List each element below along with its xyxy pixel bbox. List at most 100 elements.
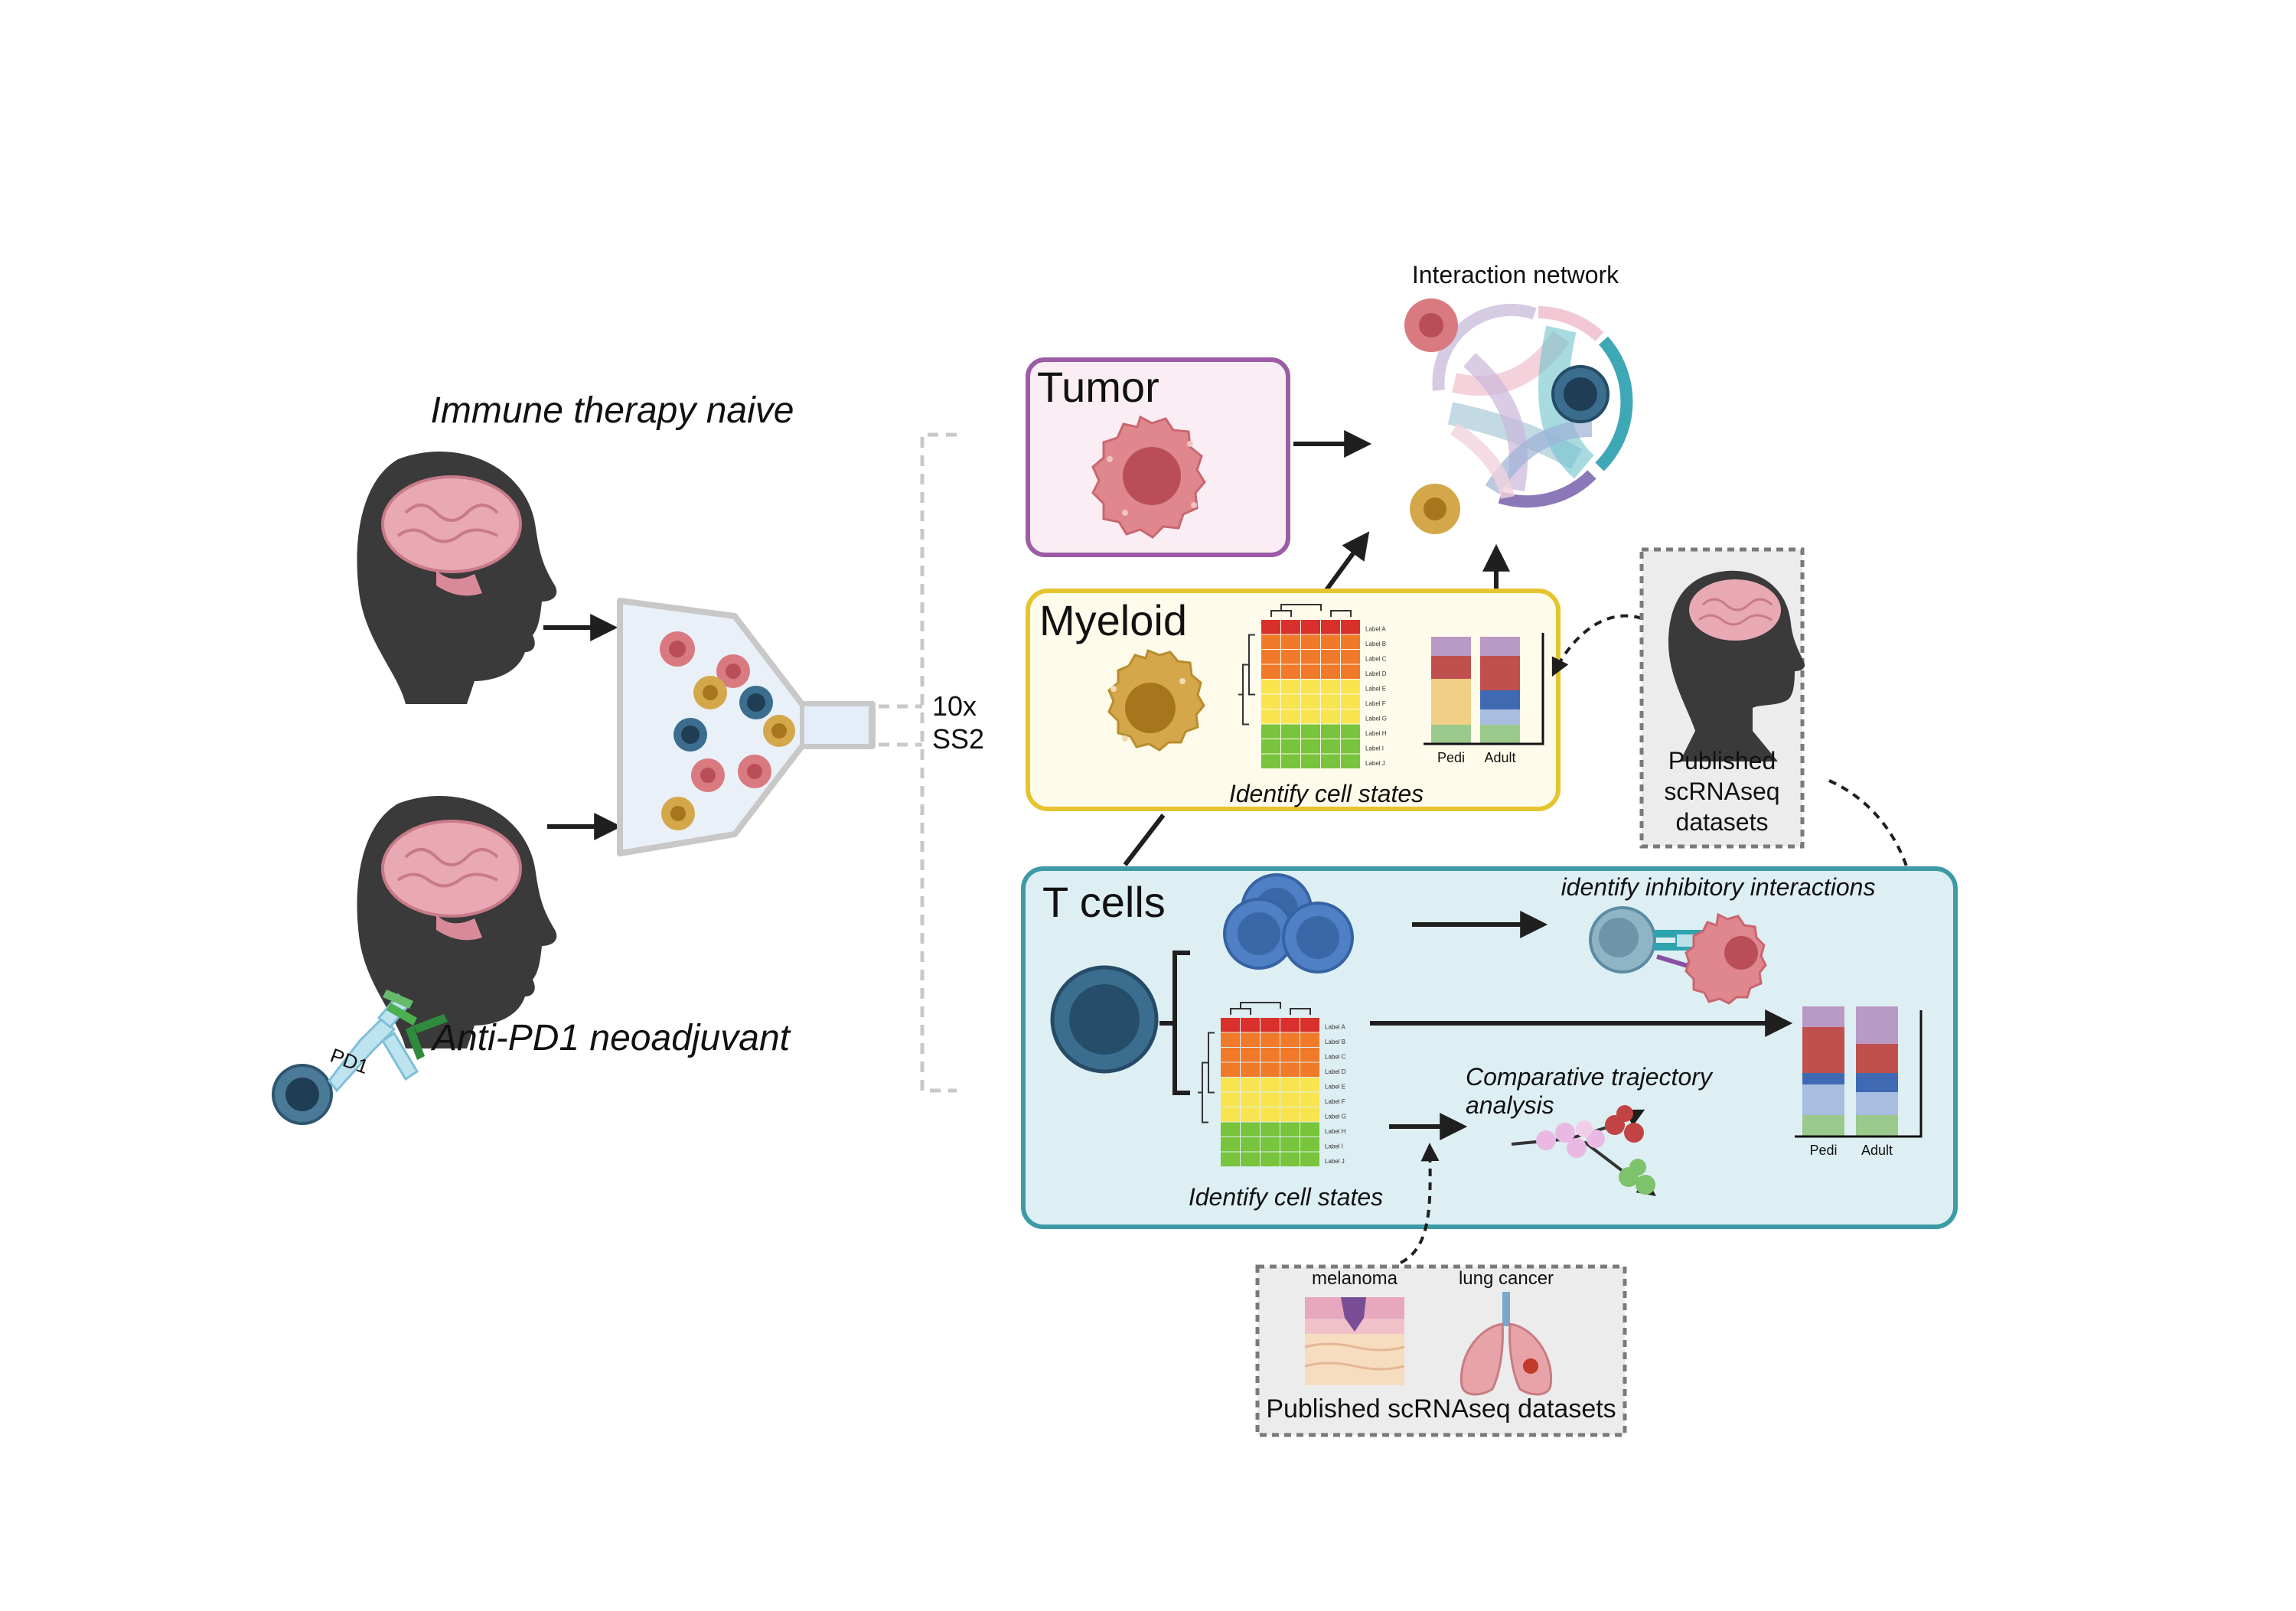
myeloid-title: Myeloid [1039, 596, 1187, 644]
stacked-bar-segment [1480, 709, 1520, 725]
stacked-bar-segment [1431, 656, 1471, 679]
heatmap-cell [1321, 754, 1340, 768]
heatmap-cell [1300, 1032, 1319, 1047]
heatmap-cell [1280, 1018, 1300, 1032]
stacked-bar-segment [1480, 637, 1520, 656]
heatmap-cell [1221, 1032, 1240, 1047]
heatmap-cell [1261, 1152, 1280, 1166]
heatmap-cell [1341, 739, 1360, 754]
dendrogram [1270, 604, 1352, 617]
tumor-title: Tumor [1037, 363, 1159, 411]
stacked-bar-segment [1856, 1073, 1898, 1092]
heatmap-cell [1280, 1092, 1300, 1107]
stacked-bar-segment [1480, 690, 1520, 709]
heatmap-cell [1321, 664, 1340, 679]
published-right-line3: datasets [1676, 808, 1769, 836]
tcell-heatmap: Label A Label B Label C Label D Label E Label… [1198, 1002, 1346, 1166]
heatmap-cell [1241, 1107, 1260, 1122]
dashed-arrow-published-to-myeloid [1551, 614, 1642, 677]
heatmap-row-label: Label A [1325, 1024, 1345, 1031]
heatmap-cell [1300, 1078, 1319, 1092]
inhibitory-interaction-icon [1589, 906, 1767, 1005]
stacked-bar-segment [1856, 1092, 1898, 1115]
heatmap-cell [1280, 1137, 1300, 1152]
heatmap-row-label: Label D [1325, 1068, 1346, 1075]
heatmap-cell [1241, 1048, 1260, 1062]
dendrogram [1198, 1032, 1215, 1123]
arrow-tcell-to-network [1322, 531, 1370, 595]
heatmap-cell [1301, 709, 1320, 724]
heatmap-cell [1300, 1048, 1319, 1062]
heatmap-cell [1221, 1078, 1240, 1092]
tcell-clone-cluster-icon [1223, 873, 1354, 973]
heatmap-row-label: Label E [1365, 686, 1386, 693]
connector-tcell-myeloid [1123, 814, 1166, 866]
heatmap-cell [1241, 1137, 1260, 1152]
melanoma-skin-icon [1304, 1297, 1405, 1385]
heatmap-cell [1280, 1122, 1300, 1137]
trajectory-line1: Comparative trajectory [1466, 1063, 1714, 1091]
heatmap-cell [1281, 634, 1300, 649]
network-tumor-cell-icon [1404, 298, 1458, 352]
heatmap-row-label: Label A [1365, 626, 1386, 633]
heatmap-cell [1300, 1018, 1319, 1032]
heatmap-cell [1321, 694, 1340, 709]
stacked-bar-segment [1431, 679, 1471, 725]
heatmap-cell [1301, 664, 1320, 679]
heatmap-cell [1281, 664, 1300, 679]
naive-label: Immune therapy naive [431, 390, 794, 431]
child-head-antipd1-icon [357, 796, 557, 1048]
heatmap-row-label: Label C [1365, 656, 1387, 663]
heatmap-cell [1261, 1137, 1280, 1152]
seq-label-10x: 10x [932, 690, 977, 722]
stacked-bar-segment [1802, 1073, 1844, 1084]
heatmap-cell [1281, 754, 1300, 768]
heatmap-row-label: Label D [1365, 670, 1387, 677]
heatmap-cell [1300, 1092, 1319, 1107]
heatmap-cell [1301, 634, 1320, 649]
heatmap-cell [1341, 754, 1360, 768]
heatmap-row-label: Label I [1365, 745, 1384, 752]
heatmap-cell [1341, 620, 1360, 634]
antipd1-label: Anti-PD1 neoadjuvant [430, 1018, 791, 1058]
heatmap-cell [1341, 634, 1360, 649]
heatmap-cell [1261, 709, 1280, 724]
heatmap-cell [1301, 739, 1320, 754]
heatmap-cell [1281, 650, 1300, 664]
myeloid-heatmap: Label A Label B Label C Label D Label E Label… [1238, 604, 1387, 768]
heatmap-cell [1221, 1048, 1240, 1062]
dendrogram [1238, 634, 1255, 726]
stacked-bar-segment [1480, 656, 1520, 690]
heatmap-cell [1221, 1137, 1240, 1152]
heatmap-row-label: Label B [1365, 641, 1386, 647]
heatmap-cell [1280, 1152, 1300, 1166]
heatmap-cell [1300, 1137, 1319, 1152]
tumor-cell-large-icon [1091, 415, 1206, 539]
heatmap-cell [1321, 634, 1340, 649]
published-bottom-title: Published scRNAseq datasets [1266, 1394, 1616, 1423]
heatmap-cell [1261, 739, 1280, 754]
heatmap-cell [1321, 650, 1340, 664]
bar-axis [1424, 633, 1544, 745]
interaction-network-chord [1432, 303, 1633, 508]
myeloid-caption: Identify cell states [1229, 780, 1424, 807]
tcell-stacked-bar-chart: Pedi Adult [1795, 1006, 1923, 1158]
tcell-bracket [1159, 951, 1190, 1095]
heatmap-cell [1321, 709, 1340, 724]
heatmap-cell [1261, 1018, 1280, 1032]
heatmap-cell [1221, 1152, 1240, 1166]
heatmap-cell [1281, 739, 1300, 754]
tcell-large-icon [1050, 965, 1159, 1074]
heatmap-cell [1341, 724, 1360, 739]
heatmap-cell [1261, 664, 1280, 679]
heatmap-cell [1280, 1107, 1300, 1122]
bar-category-label: Adult [1861, 1143, 1893, 1158]
heatmap-cell [1341, 694, 1360, 709]
heatmap-row-label: Label E [1325, 1084, 1345, 1091]
heatmap-cell [1280, 1032, 1300, 1047]
lung-icon [1459, 1292, 1553, 1396]
heatmap-cell [1261, 694, 1280, 709]
heatmap-cell [1241, 1032, 1260, 1047]
heatmap-cell [1300, 1062, 1319, 1077]
